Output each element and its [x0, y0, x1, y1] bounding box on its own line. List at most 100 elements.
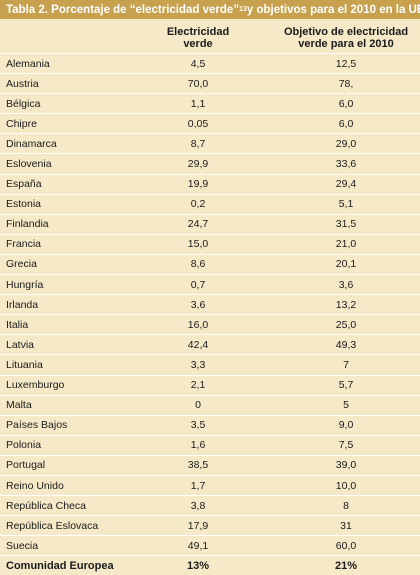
row-verde: 49,1 — [187, 539, 209, 552]
row-verde: 4,5 — [190, 57, 206, 70]
row-objetivo: 49,3 — [335, 338, 357, 351]
total-objetivo: 21% — [334, 559, 358, 572]
total-country: Comunidad Europea — [6, 559, 114, 572]
header-col1-line2: verde — [183, 38, 213, 50]
row-verde: 0,2 — [190, 198, 206, 211]
row-objetivo: 5,1 — [338, 198, 354, 211]
row-objetivo: 31 — [340, 519, 352, 532]
table-header: Electricidad verde Objetivo de electrici… — [0, 19, 420, 54]
row-verde: 1,1 — [190, 97, 206, 110]
row-verde: 1,7 — [190, 479, 206, 492]
row-verde: 19,9 — [187, 178, 209, 191]
row-country: Bélgica — [6, 97, 41, 110]
header-objetivo: Objetivo de electricidad verde para el 2… — [272, 19, 420, 53]
table-row: Estonia 0,2 5,1 — [0, 195, 420, 215]
row-country: Finlandia — [6, 218, 49, 231]
table-row: Lituania 3,3 7 — [0, 355, 420, 376]
table-row: Dinamarca 8,7 29,0 — [0, 134, 420, 155]
row-verde: 16,0 — [187, 318, 209, 331]
row-objetivo: 29,0 — [335, 137, 357, 150]
row-verde: 3,8 — [190, 499, 206, 512]
row-country: Francia — [6, 238, 42, 251]
row-country: Malta — [6, 399, 32, 412]
row-verde: 29,9 — [187, 158, 209, 171]
table-row: Polonia 1,6 7,5 — [0, 436, 420, 456]
table-row: Francia 15,0 21,0 — [0, 235, 420, 255]
row-objetivo: 7,5 — [338, 439, 354, 452]
row-objetivo: 60,0 — [335, 539, 357, 552]
row-verde: 3,6 — [190, 298, 206, 311]
row-country: Luxemburgo — [6, 379, 65, 392]
table-row: Austria 70,0 78, — [0, 74, 420, 95]
row-objetivo: 6,0 — [338, 97, 354, 110]
row-verde: 8,6 — [190, 258, 206, 271]
header-col1-line1: Electricidad — [166, 26, 230, 38]
row-objetivo: 8 — [343, 499, 349, 512]
row-country: Polonia — [6, 439, 42, 452]
table-row: Malta 0 5 — [0, 396, 420, 416]
row-verde: 24,7 — [187, 218, 209, 231]
row-country: España — [6, 178, 42, 191]
row-objetivo: 10,0 — [335, 479, 357, 492]
row-verde: 3,5 — [190, 419, 206, 432]
table-row: Suecia 49,1 60,0 — [0, 536, 420, 557]
table-title-rest: y objetivos para el 2010 en la UE25 — [246, 3, 420, 16]
row-verde: 42,4 — [187, 338, 209, 351]
header-col2-line1: Objetivo de electricidad — [283, 26, 409, 38]
table-title-main: Tabla 2. Porcentaje de “electricidad ver… — [6, 3, 240, 16]
table-body: Alemania 4,5 12,5 Austria 70,0 78, Bélgica 1,1 6… — [0, 54, 420, 557]
row-objetivo: 13,2 — [335, 298, 357, 311]
row-objetivo: 5 — [343, 399, 349, 412]
row-verde: 17,9 — [187, 519, 209, 532]
table-row: República Checa 3,8 8 — [0, 496, 420, 517]
table-row: Bélgica 1,1 6,0 — [0, 94, 420, 115]
row-objetivo: 9,0 — [338, 419, 354, 432]
row-country: Portugal — [6, 459, 46, 472]
table-row: Hungría 0,7 3,6 — [0, 275, 420, 296]
row-country: República Eslovaca — [6, 519, 99, 532]
row-verde: 0,05 — [187, 117, 209, 130]
table-row: Grecia 8,6 20,1 — [0, 255, 420, 276]
row-country: Eslovenia — [6, 158, 52, 171]
table-row: Finlandia 24,7 31,5 — [0, 215, 420, 235]
row-verde: 38,5 — [187, 459, 209, 472]
row-verde: 2,1 — [190, 379, 206, 392]
table-row: Eslovenia 29,9 33,6 — [0, 154, 420, 175]
row-objetivo: 6,0 — [338, 117, 354, 130]
row-country: Austria — [6, 77, 39, 90]
row-country: Lituania — [6, 358, 43, 371]
row-objetivo: 25,0 — [335, 318, 357, 331]
row-country: Reino Unido — [6, 479, 64, 492]
row-country: Hungría — [6, 278, 44, 291]
row-objetivo: 3,6 — [338, 278, 354, 291]
row-objetivo: 39,0 — [335, 459, 357, 472]
table-row: Países Bajos 3,5 9,0 — [0, 416, 420, 436]
table-row: Irlanda 3,6 13,2 — [0, 295, 420, 316]
table-title: Tabla 2. Porcentaje de “electricidad ver… — [0, 0, 420, 19]
table-row: Luxemburgo 2,1 5,7 — [0, 376, 420, 396]
row-verde: 0 — [195, 399, 201, 412]
row-country: Suecia — [6, 539, 39, 552]
row-verde: 3,3 — [190, 358, 206, 371]
row-objetivo: 20,1 — [335, 258, 357, 271]
row-verde: 15,0 — [187, 238, 209, 251]
row-country: Alemania — [6, 57, 50, 70]
table-row: Alemania 4,5 12,5 — [0, 54, 420, 75]
row-country: Estonia — [6, 198, 42, 211]
row-verde: 1,6 — [190, 439, 206, 452]
row-objetivo: 31,5 — [335, 218, 357, 231]
table-row: República Eslovaca 17,9 31 — [0, 516, 420, 537]
row-objetivo: 78, — [338, 77, 354, 90]
row-country: Dinamarca — [6, 137, 57, 150]
row-country: Países Bajos — [6, 419, 68, 432]
row-objetivo: 12,5 — [335, 57, 357, 70]
table-row: España 19,9 29,4 — [0, 175, 420, 195]
row-verde: 8,7 — [190, 137, 206, 150]
row-country: Irlanda — [6, 298, 39, 311]
row-objetivo: 7 — [343, 358, 349, 371]
row-country: República Checa — [6, 499, 86, 512]
header-electricidad-verde: Electricidad verde — [124, 19, 272, 53]
row-country: Grecia — [6, 258, 37, 271]
table-row-total: Comunidad Europea 13% 21% — [0, 556, 420, 575]
row-objetivo: 29,4 — [335, 178, 357, 191]
